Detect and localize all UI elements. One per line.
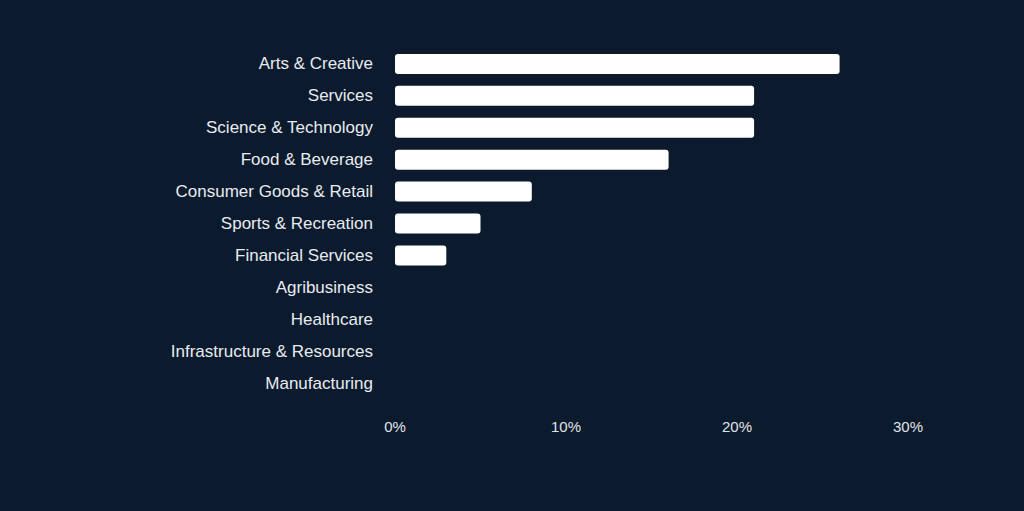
category-label: Manufacturing bbox=[265, 374, 373, 393]
tick-label: 0% bbox=[384, 418, 406, 435]
category-label: Science & Technology bbox=[206, 118, 373, 137]
bar bbox=[395, 277, 396, 297]
category-label: Agribusiness bbox=[276, 278, 373, 297]
category-label: Healthcare bbox=[291, 310, 373, 329]
bar bbox=[395, 309, 396, 329]
bar bbox=[395, 86, 754, 106]
bar bbox=[395, 182, 532, 202]
category-label: Food & Beverage bbox=[241, 150, 373, 169]
chart: Arts & Creative Services Science & Technol… bbox=[0, 0, 1024, 511]
category-label: Infrastructure & Resources bbox=[171, 342, 373, 361]
category-label: Services bbox=[308, 86, 373, 105]
tick-label: 20% bbox=[722, 418, 752, 435]
tick-label: 30% bbox=[893, 418, 923, 435]
category-label: Arts & Creative bbox=[259, 54, 373, 73]
bar bbox=[395, 373, 396, 393]
tick-label: 10% bbox=[551, 418, 581, 435]
background bbox=[0, 0, 1024, 511]
bar bbox=[395, 118, 754, 138]
bar bbox=[395, 54, 840, 74]
category-label: Consumer Goods & Retail bbox=[176, 182, 373, 201]
bar bbox=[395, 150, 669, 170]
bar bbox=[395, 214, 481, 234]
bars bbox=[395, 54, 840, 265]
bar bbox=[395, 245, 446, 265]
category-label: Sports & Recreation bbox=[221, 214, 373, 233]
category-label: Financial Services bbox=[235, 246, 373, 265]
bar bbox=[395, 341, 396, 361]
